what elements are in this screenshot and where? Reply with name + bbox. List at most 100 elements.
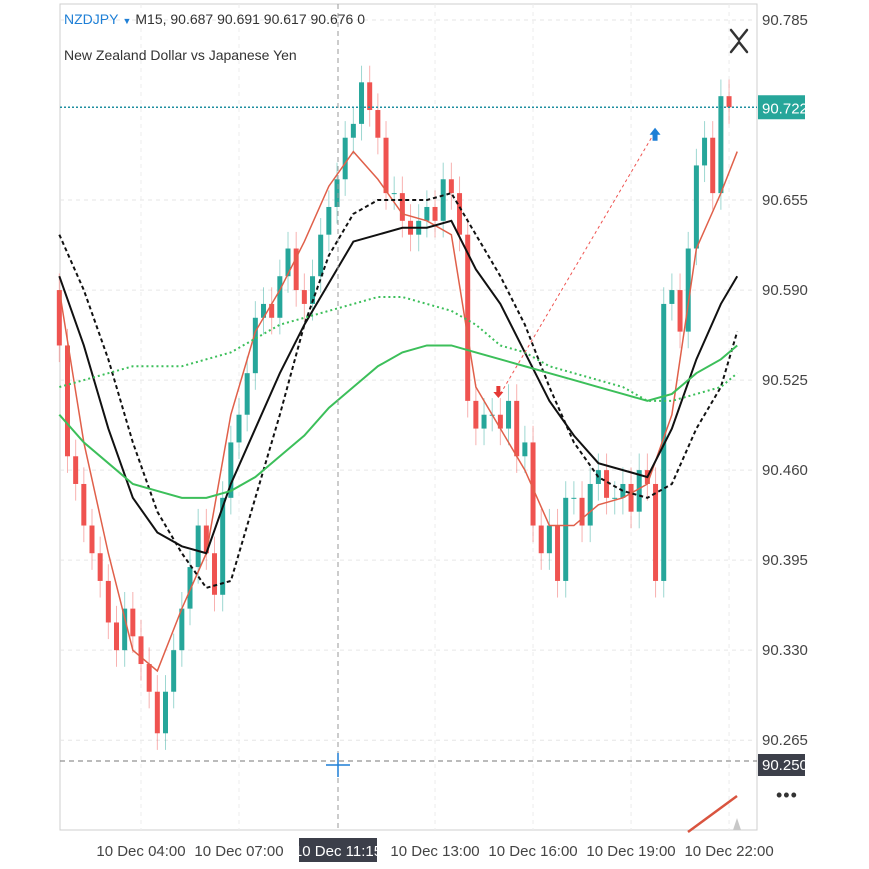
candle [440, 162, 446, 238]
candle-body [522, 442, 528, 457]
y-tick-label: 90.785 [762, 12, 808, 29]
candle-body [571, 497, 577, 499]
candle [538, 508, 544, 570]
last-price-label: 90.722 [762, 100, 808, 117]
candle-body [269, 303, 275, 318]
candle-body [702, 137, 708, 166]
candle [636, 453, 642, 529]
candle-body [342, 137, 348, 180]
crosshair-cursor-icon [326, 752, 350, 777]
candle-body [195, 525, 201, 568]
candle [56, 273, 62, 363]
symbol-selector[interactable]: NZDJPY [64, 11, 119, 27]
candle [89, 508, 95, 570]
candle [563, 481, 569, 598]
candle-body [73, 456, 79, 484]
chart-header: NZDJPY ▼ M15, 90.687 90.691 90.617 90.676 … [64, 11, 365, 27]
candle [710, 121, 716, 210]
candle-body [187, 567, 193, 609]
candle [506, 384, 512, 446]
candle [726, 79, 732, 124]
candle-body [677, 290, 683, 332]
candle [244, 356, 250, 432]
candle [301, 273, 307, 321]
candle [122, 592, 128, 667]
candle [473, 384, 479, 446]
dropdown-triangle-icon[interactable]: ▼ [122, 16, 132, 26]
candle-body [318, 234, 324, 277]
candle [334, 162, 340, 224]
candle-body [89, 525, 95, 554]
candle [187, 550, 193, 626]
candle-body [359, 82, 365, 124]
candle [391, 176, 397, 210]
candle-body [579, 497, 585, 526]
candle-body [350, 123, 356, 138]
candle-body [293, 248, 299, 291]
more-options-button[interactable]: ••• [776, 785, 798, 805]
candle-body [391, 193, 397, 195]
candle-body [718, 96, 724, 194]
candle [350, 107, 356, 155]
candle [653, 467, 659, 598]
candle [212, 536, 218, 612]
candle [620, 467, 626, 515]
candle-body [693, 165, 699, 249]
plot-area [59, 3, 758, 831]
candle [105, 564, 111, 640]
candle [522, 425, 528, 473]
candle [587, 467, 593, 543]
candle [604, 453, 610, 515]
candle-body [481, 414, 487, 429]
candle-body [261, 303, 267, 318]
candle-body [81, 483, 87, 526]
x-tick-label: 10 Dec 19:00 [586, 843, 675, 860]
candle [130, 592, 136, 653]
candle-body [399, 193, 405, 221]
candle [81, 467, 87, 543]
candle [220, 481, 226, 612]
candle [146, 647, 152, 709]
candle-body [334, 179, 340, 207]
candle-body [563, 497, 569, 581]
x-tick-label: 10 Dec 07:00 [194, 843, 283, 860]
candle-body [56, 290, 62, 346]
candle [138, 619, 144, 681]
candle-body [465, 234, 471, 401]
moving-average-line [58, 150, 738, 673]
candle [497, 398, 503, 446]
scroll-end-triangle-icon [733, 818, 741, 830]
logo-x-icon [729, 28, 749, 54]
symbol-description: New Zealand Dollar vs Japanese Yen [64, 47, 297, 63]
candle-body [301, 290, 307, 304]
candle-body [212, 553, 218, 595]
candle-body [530, 442, 536, 526]
candle [293, 231, 299, 307]
candle [530, 425, 536, 543]
candle-body [440, 179, 446, 221]
trade-line [499, 130, 656, 395]
candle [718, 79, 724, 210]
candle-body [473, 400, 479, 429]
candle [514, 384, 520, 473]
candle-body [448, 179, 454, 194]
candle [203, 508, 209, 570]
candle-body [424, 206, 430, 221]
candle-body [252, 317, 258, 374]
candle [113, 605, 119, 667]
candle-body [628, 483, 634, 512]
candle [677, 273, 683, 349]
candle-body [203, 525, 209, 554]
candle [228, 425, 234, 515]
candle-body [163, 691, 169, 734]
y-tick-label: 90.330 [762, 642, 808, 659]
candle [261, 287, 267, 335]
crosshair-price-label: 90.250 [762, 757, 808, 774]
y-tick-label: 90.460 [762, 462, 808, 479]
y-tick-label: 90.590 [762, 282, 808, 299]
candle [424, 190, 430, 238]
candle [64, 328, 70, 473]
candle [375, 93, 381, 155]
